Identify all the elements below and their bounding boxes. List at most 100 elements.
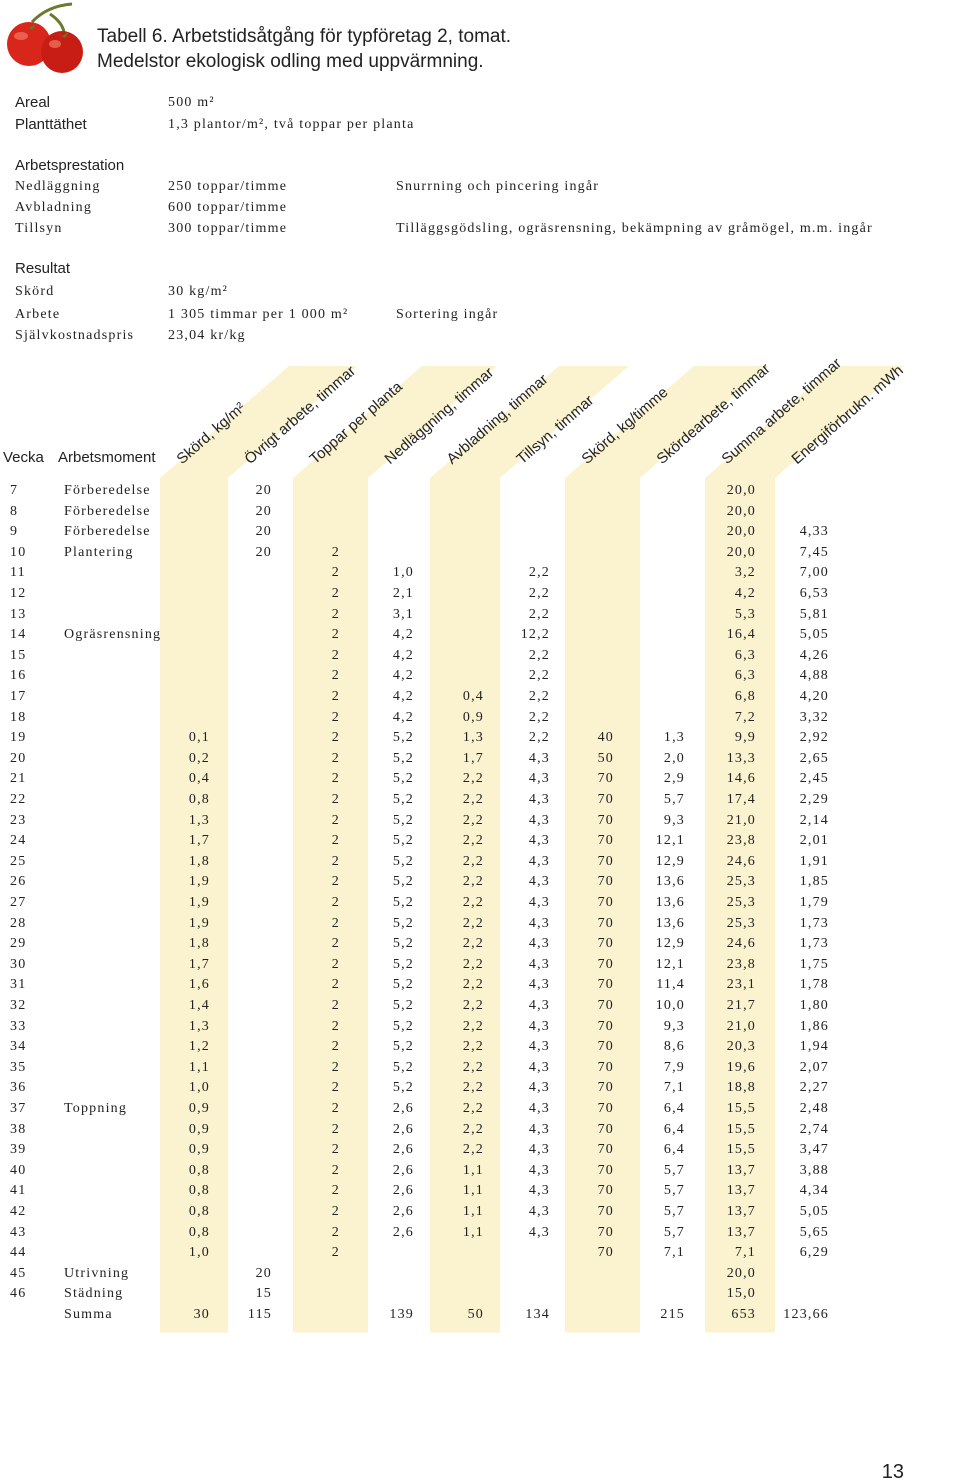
table-cell: 29 [10,936,27,952]
table-cell: 1,3 [462,730,484,746]
table-cell: 2,6 [392,1183,414,1199]
table-cell: 4,2 [392,689,414,704]
table-cell: 139 [389,1307,414,1322]
table-cell: 2,6 [392,1142,414,1158]
row-label: Förberedelse [64,503,151,519]
row-label: Städning [64,1286,124,1302]
table-cell: 2 [331,1204,340,1219]
table-cell: 5,2 [392,956,414,972]
table-cell: 2,2 [528,586,550,601]
table-cell: 35 [10,1059,27,1075]
table-cell: 5,2 [392,998,414,1013]
tomato-icon [7,2,83,73]
table-cell: 5,2 [392,771,414,787]
info-heading: Arbetsprestation [15,157,125,174]
table-cell: 10 [10,544,27,560]
table-cell: 5,2 [392,977,414,993]
table-cell: 1,4 [188,998,210,1013]
table-cell: 70 [597,936,614,952]
table-cell: 2 [331,977,340,993]
table-cell: 9,3 [663,812,685,828]
table-cell: 12,9 [655,936,685,952]
table-cell: 1,0 [392,565,414,581]
table-cell: 8 [10,503,19,519]
table-cell: 1,79 [799,895,829,910]
table-cell: 2 [331,874,340,890]
table-cell: 44 [10,1245,27,1261]
row-label: Ogräsrensning [64,627,162,643]
table-cell: 70 [597,1018,614,1034]
table-cell: 2,2 [528,606,550,622]
table-cell: 4,3 [528,1018,550,1034]
table-cell: 1,3 [188,812,210,828]
table-cell: 1,86 [799,1018,829,1034]
table-cell: 2,2 [462,874,484,890]
table-cell: 2 [331,750,340,766]
table-cell: 2,2 [528,565,550,581]
table-cell: 9 [10,524,19,540]
table-cell: 70 [597,915,614,931]
table-cell: 46 [10,1286,27,1302]
table-cell: 15 [10,647,27,663]
table-cell: 4,3 [528,1162,550,1178]
table-cell: 15 [255,1286,272,1302]
table-cell: 70 [597,977,614,993]
table-cell: 20,0 [726,503,756,519]
table-cell: 24 [10,833,27,849]
table-cell: 9,9 [734,730,756,746]
table-cell: 5,2 [392,874,414,890]
table-cell: 19 [10,730,27,746]
table-cell: 5,2 [392,812,414,828]
table-cell: 45 [10,1265,27,1281]
title-line: Medelstor ekologisk odling med uppvärmni… [97,51,484,72]
info-label: Avbladning [15,200,93,215]
table-cell: 2,2 [462,812,484,828]
info-value: 30 kg/m² [168,284,229,299]
table-cell: 17,4 [726,792,756,807]
table-cell: 1,73 [799,915,829,931]
table-cell: 5,2 [392,833,414,849]
info-note: Snurrning och pincering ingår [396,179,600,194]
table-cell: 12 [10,586,27,601]
info-label: Skörd [15,284,55,299]
info-value: 250 toppar/timme [168,179,288,194]
table-cell: 11 [10,565,26,581]
table-cell: 15,5 [726,1101,756,1116]
table-cell: 70 [597,1080,614,1096]
table-cell: 24,6 [726,936,756,952]
table-cell: 2,0 [663,750,685,766]
table-cell: 3,88 [799,1162,829,1178]
table-cell: 4,3 [528,874,550,890]
table-cell: 25 [10,853,27,869]
table-cell: 4,3 [528,1224,550,1240]
table-cell: 7,1 [663,1245,685,1261]
table-cell: 2,9 [663,771,685,787]
table-cell: 2,2 [528,668,550,684]
table-cell: 2,6 [392,1224,414,1240]
table-cell: 2 [331,936,340,952]
table-cell: 2,45 [799,771,829,787]
table-cell: 16,4 [726,627,756,643]
table-cell: 2,2 [528,647,550,663]
table-cell: 2,2 [462,936,484,952]
table-cell: 21,0 [726,812,756,828]
table-cell: 5,7 [663,1204,685,1219]
table-cell: 1,73 [799,936,829,952]
table-cell: 2,2 [462,792,484,807]
table-cell: 0,2 [188,750,210,766]
table-cell: 28 [10,915,27,931]
table-cell: 4,3 [528,977,550,993]
table-cell: 18,8 [726,1080,756,1096]
table-cell: 4,33 [799,524,829,540]
table-cell: 4,26 [799,647,829,663]
table-cell: 1,6 [188,977,210,993]
table-cell: 0,8 [188,1183,210,1199]
table-cell: 5,65 [799,1224,829,1240]
table-cell: 3,2 [734,565,756,581]
info-note: Tilläggsgödsling, ogräsrensning, bekämpn… [396,221,873,236]
table-cell: 2 [331,709,340,725]
table-cell: 4,2 [734,586,756,601]
table-cell: 0,1 [188,730,210,746]
table-cell: 4,20 [799,689,829,704]
